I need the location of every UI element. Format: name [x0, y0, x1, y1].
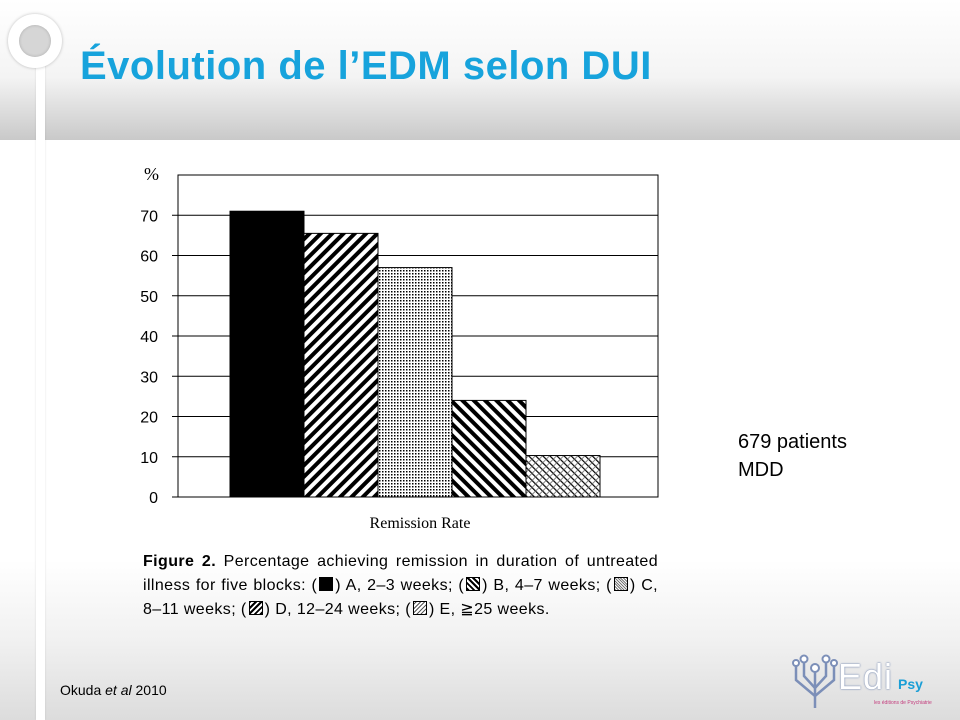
- y-tick-label: 0: [149, 490, 158, 507]
- y-tick-label: 40: [140, 329, 158, 346]
- legend-swatch-b: [466, 577, 481, 591]
- caption-text: ) D, 12–24 weeks; (: [264, 601, 411, 618]
- decorative-vertical-line: [36, 60, 45, 720]
- caption-text: ) C, 8–11 weeks; (: [143, 577, 658, 618]
- caption-text: Percentage achieving remission in durati…: [143, 553, 658, 594]
- y-tick-label: 60: [140, 249, 158, 266]
- x-axis-label: Remission Rate: [370, 515, 471, 532]
- caption-text: ) E, ≧25 weeks.: [428, 601, 550, 618]
- y-tick-label: 30: [140, 369, 158, 386]
- bar-d: [451, 399, 527, 498]
- legend-swatch-c: [613, 577, 628, 591]
- caption-label: Figure 2.: [143, 553, 217, 570]
- edipsy-logo: Edi Psy les éditions de Psychiatrie: [790, 652, 940, 712]
- bar-e: [525, 455, 601, 498]
- bar-a: [229, 210, 305, 498]
- decorative-ring-icon: [8, 14, 62, 68]
- logo-sub-text: Psy: [898, 676, 923, 692]
- legend-swatch-d: [248, 601, 263, 615]
- source-citation: Okuda et al 2010: [60, 682, 167, 698]
- legend-swatch-a: [319, 577, 334, 591]
- side-note: 679 patients MDD: [738, 428, 847, 484]
- circuit-tree-icon: [792, 654, 838, 708]
- source-etal: et al: [105, 682, 132, 698]
- remission-chart: 0 10 20 30 40 50 60 70 % Remission Rate: [130, 150, 670, 545]
- slide-title: Évolution de l’EDM selon DUI: [80, 44, 652, 88]
- patient-count: 679 patients: [738, 431, 847, 453]
- legend-swatch-e: [412, 601, 427, 615]
- header-band: [0, 0, 960, 140]
- y-axis-label: %: [144, 164, 159, 184]
- caption-text: ) B, 4–7 weeks; (: [482, 577, 612, 594]
- logo-main-text: Edi: [838, 656, 894, 697]
- bar-b: [303, 232, 379, 498]
- figure-caption: Figure 2. Percentage achieving remission…: [143, 550, 658, 622]
- chart-svg: 0 10 20 30 40 50 60 70 % Remission Rate: [140, 164, 659, 532]
- source-author: Okuda: [60, 682, 106, 698]
- y-tick-label: 10: [140, 450, 158, 467]
- bar-c: [377, 267, 453, 498]
- y-tick-label: 20: [140, 410, 158, 427]
- y-tick-label: 70: [140, 208, 158, 225]
- caption-text: ) A, 2–3 weeks; (: [335, 577, 465, 594]
- disorder-label: MDD: [738, 459, 784, 481]
- y-tick-label: 50: [140, 289, 158, 306]
- logo-tagline: les éditions de Psychiatrie: [874, 700, 932, 706]
- source-year: 2010: [131, 682, 167, 698]
